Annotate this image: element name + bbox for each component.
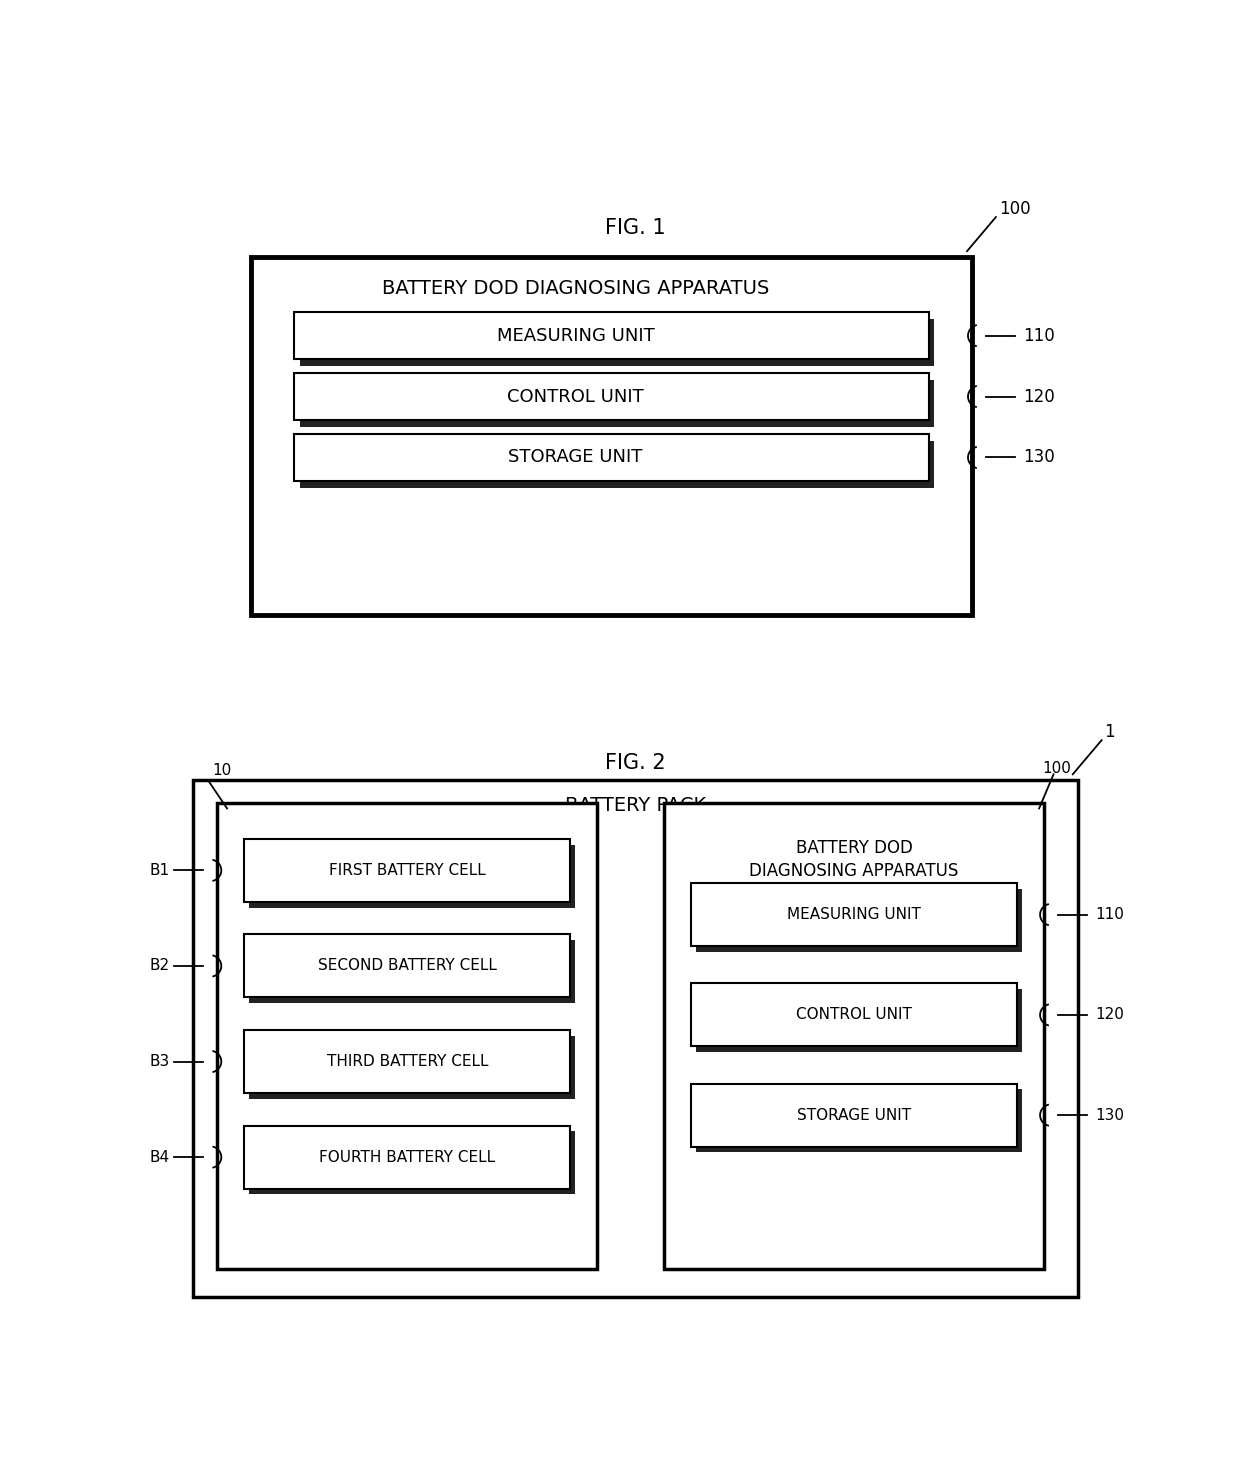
Text: B3: B3 xyxy=(149,1055,170,1069)
Bar xyxy=(665,803,1044,1269)
Text: 120: 120 xyxy=(1095,1007,1123,1022)
Text: 10: 10 xyxy=(213,764,232,778)
Bar xyxy=(691,1084,1017,1146)
Bar xyxy=(696,990,1022,1052)
Text: STORAGE UNIT: STORAGE UNIT xyxy=(508,449,642,467)
Text: FIG. 2: FIG. 2 xyxy=(605,753,666,772)
Bar xyxy=(244,1125,570,1189)
Bar xyxy=(294,374,929,419)
Bar xyxy=(696,1090,1022,1152)
Text: MEASURING UNIT: MEASURING UNIT xyxy=(787,907,921,922)
Text: 110: 110 xyxy=(1023,326,1054,344)
Text: STORAGE UNIT: STORAGE UNIT xyxy=(797,1108,911,1123)
Bar xyxy=(691,883,1017,947)
Text: 100: 100 xyxy=(998,199,1030,219)
Text: BATTERY DOD DIAGNOSING APPARATUS: BATTERY DOD DIAGNOSING APPARATUS xyxy=(382,279,769,298)
Bar xyxy=(217,803,598,1269)
Text: SECOND BATTERY CELL: SECOND BATTERY CELL xyxy=(317,959,497,973)
Bar xyxy=(249,1035,575,1099)
Text: 120: 120 xyxy=(1023,387,1054,406)
Bar xyxy=(244,839,570,902)
Bar xyxy=(193,780,1078,1297)
Text: CONTROL UNIT: CONTROL UNIT xyxy=(796,1007,913,1022)
Text: B2: B2 xyxy=(149,959,170,973)
Bar xyxy=(249,1131,575,1195)
Text: FOURTH BATTERY CELL: FOURTH BATTERY CELL xyxy=(319,1149,495,1165)
Bar xyxy=(300,380,935,427)
Text: FIG. 1: FIG. 1 xyxy=(605,219,666,238)
Bar xyxy=(294,434,929,480)
Bar xyxy=(249,845,575,907)
Text: 1: 1 xyxy=(1105,724,1115,741)
Text: MEASURING UNIT: MEASURING UNIT xyxy=(496,326,655,344)
Bar xyxy=(250,257,972,614)
Text: 100: 100 xyxy=(1042,761,1071,775)
Text: B1: B1 xyxy=(149,863,170,877)
Text: BATTERY PACK: BATTERY PACK xyxy=(565,796,706,814)
Bar xyxy=(300,319,935,366)
Text: 110: 110 xyxy=(1095,907,1123,922)
Bar xyxy=(244,1029,570,1093)
Text: 130: 130 xyxy=(1095,1108,1123,1123)
Text: THIRD BATTERY CELL: THIRD BATTERY CELL xyxy=(326,1055,489,1069)
Text: FIRST BATTERY CELL: FIRST BATTERY CELL xyxy=(329,863,486,877)
Text: CONTROL UNIT: CONTROL UNIT xyxy=(507,387,644,406)
Text: 130: 130 xyxy=(1023,449,1054,467)
Bar xyxy=(300,442,935,487)
Bar xyxy=(696,889,1022,951)
Bar xyxy=(294,312,929,359)
Bar xyxy=(249,941,575,1003)
Text: B4: B4 xyxy=(149,1149,170,1165)
Text: BATTERY MODULE: BATTERY MODULE xyxy=(332,837,482,855)
Bar xyxy=(691,984,1017,1046)
Text: BATTERY DOD
DIAGNOSING APPARATUS: BATTERY DOD DIAGNOSING APPARATUS xyxy=(749,839,959,880)
Bar xyxy=(244,935,570,997)
